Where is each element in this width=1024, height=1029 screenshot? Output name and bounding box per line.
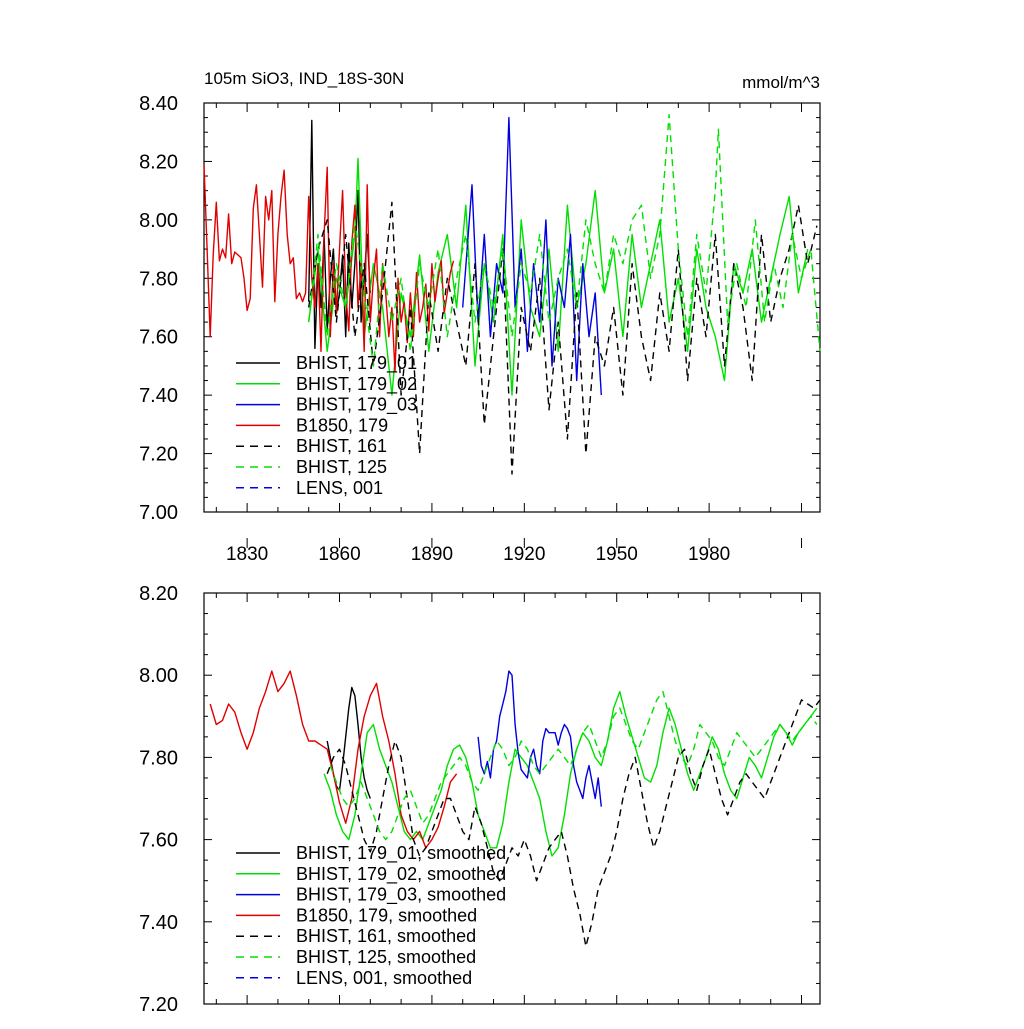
series-line-3 <box>462 116 602 396</box>
y-tick-label: 7.20 <box>139 994 178 1016</box>
series-line-2 <box>323 690 818 857</box>
chart-panel-2: 7.20 7.40 7.60 7.80 8.00 8.20 BHIST, 179_01, s… <box>139 583 821 1016</box>
legend-label-3: BHIST, 179_03 <box>296 395 417 416</box>
y-tick-label: 8.00 <box>139 210 178 232</box>
y-tick-label: 7.60 <box>139 327 178 349</box>
y-tick-label: 7.40 <box>139 385 178 407</box>
legend-label-4: B1850, 179 <box>296 415 388 435</box>
legend-label-3: BHIST, 179_03, smoothed <box>296 885 506 906</box>
x-tick-label: 1950 <box>596 544 638 565</box>
x-tick-label: 1830 <box>226 544 268 565</box>
chart-units: mmol/m^3 <box>742 73 820 92</box>
legend-label-7: LENS, 001, smoothed <box>296 968 472 988</box>
series-line-3 <box>477 670 602 807</box>
legend-label-6: BHIST, 125 <box>296 457 387 477</box>
y-tick-label: 8.40 <box>139 93 178 115</box>
y-tick-label: 8.20 <box>139 583 178 605</box>
legend-label-1: BHIST, 179_01 <box>296 353 417 374</box>
legend-label-4: B1850, 179, smoothed <box>296 905 477 925</box>
x-tick-label: 1890 <box>411 544 453 565</box>
y-tick-label: 7.20 <box>139 444 178 466</box>
legend-label-5: BHIST, 161 <box>296 436 387 456</box>
y-tick-label: 8.00 <box>139 665 178 687</box>
x-tick-label: 1860 <box>318 544 360 565</box>
legend-label-7: LENS, 001 <box>296 478 383 498</box>
legend-label-6: BHIST, 125, smoothed <box>296 947 476 967</box>
legend-label-2: BHIST, 179_02 <box>296 374 417 395</box>
legend-label-2: BHIST, 179_02, smoothed <box>296 864 506 885</box>
y-tick-label: 7.60 <box>139 830 178 852</box>
series-line-5 <box>308 201 818 475</box>
x-tick-label: 1980 <box>688 544 730 565</box>
series-line-1 <box>326 686 371 799</box>
x-tick-label: 1920 <box>503 544 545 565</box>
y-tick-label: 7.00 <box>139 502 178 524</box>
series-line-2 <box>308 157 809 396</box>
y-tick-label: 7.80 <box>139 268 178 290</box>
series-line-6 <box>329 690 818 841</box>
y-tick-label: 7.80 <box>139 747 178 769</box>
chart-title: 105m SiO3, IND_18S-30N <box>204 69 404 88</box>
series-line-4 <box>203 164 455 373</box>
series-line-6 <box>308 113 821 367</box>
legend-label-1: BHIST, 179_01, smoothed <box>296 843 506 864</box>
legend-label-5: BHIST, 161, smoothed <box>296 926 476 946</box>
chart-panel-1: 7.00 7.20 7.40 7.60 7.80 8.00 8.20 8.40 1830 1860… <box>139 93 821 565</box>
y-tick-label: 7.40 <box>139 912 178 934</box>
series-line-4 <box>209 670 458 849</box>
y-tick-label: 8.20 <box>139 151 178 173</box>
